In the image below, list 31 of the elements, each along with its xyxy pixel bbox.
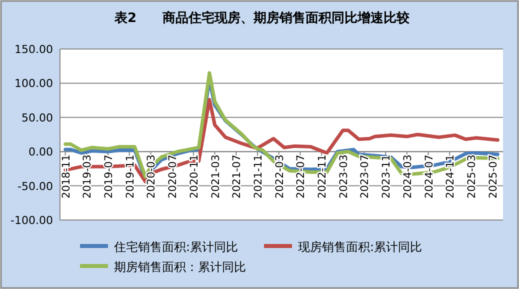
y-tick-label: 0.00 [28, 146, 53, 159]
legend-label: 期房销售面积：累计同比 [114, 260, 246, 274]
x-tick-label: 2022-07 [295, 154, 308, 198]
y-tick-label: 50.00 [22, 111, 53, 124]
x-tick-label: 2025-07 [487, 154, 500, 198]
x-tick-label: 2020-11 [188, 154, 200, 198]
y-tick-label: 150.00 [14, 43, 53, 56]
x-tick-label: 2024-11 [444, 154, 457, 198]
x-tick-label: 2021-11 [252, 154, 264, 198]
x-tick-label: 2022-03 [274, 154, 286, 198]
x-tick-label: 2019-03 [82, 154, 94, 198]
x-tick-label: 2021-03 [210, 154, 222, 198]
x-tick-label: 2023-07 [359, 154, 372, 198]
x-tick-label: 2022-11 [316, 154, 329, 198]
x-tick-label: 2024-07 [423, 154, 436, 198]
y-tick-label: -50.00 [18, 180, 53, 193]
y-tick-label: -100.00 [10, 214, 53, 227]
chart-title: 表2 商品住宅现房、期房销售面积同比增速比较 [113, 10, 411, 26]
x-tick-label: 2023-03 [338, 154, 350, 198]
x-tick-label: 2020-07 [167, 154, 180, 198]
x-tick-label: 2020-03 [146, 154, 158, 198]
y-tick-label: 100.00 [14, 77, 53, 90]
x-tick-label: 2025-03 [466, 154, 478, 198]
x-tick-label: 2019-11 [124, 154, 136, 198]
x-tick-label: 2024-03 [402, 154, 414, 198]
x-tick-label: 2019-07 [103, 154, 116, 198]
x-tick-label: 2021-07 [231, 154, 244, 198]
x-tick-label: 2018-11 [60, 154, 72, 198]
x-tick-label: 2023-11 [380, 154, 393, 198]
legend-label: 现房销售面积:累计同比 [298, 240, 422, 254]
legend-label: 住宅销售面积:累计同比 [113, 240, 238, 254]
